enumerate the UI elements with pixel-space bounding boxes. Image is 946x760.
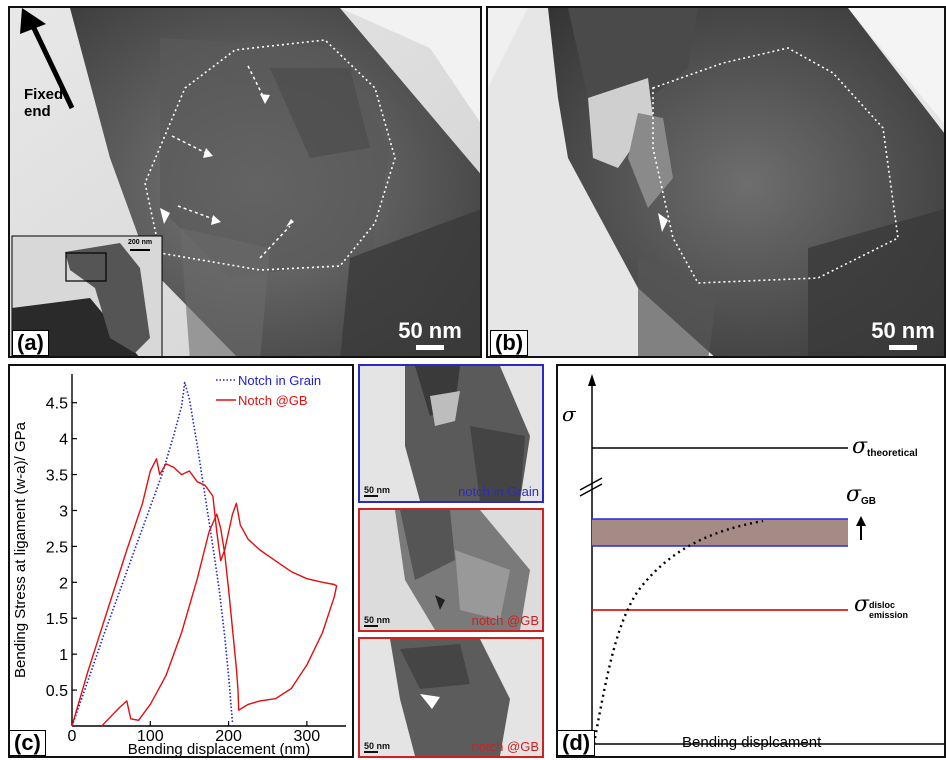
schematic-y-arrow bbox=[588, 374, 596, 386]
sigma-theoretical-label: σtheoretical bbox=[852, 434, 918, 459]
x-axis-label: Bending displacement (nm) bbox=[128, 741, 311, 756]
panel-c-label: (c) bbox=[10, 730, 46, 756]
inset-3-caption: notch @GB bbox=[471, 739, 539, 754]
inset-notch-in-grain: 50 nm notch in Grain bbox=[358, 364, 544, 503]
inset-1-caption: notch in Grain bbox=[458, 484, 539, 499]
sigma-gb-label: σGB bbox=[846, 482, 877, 507]
panel-a-micrograph bbox=[10, 8, 480, 356]
x-tick-label: 300 bbox=[294, 728, 321, 745]
x-tick-label: 100 bbox=[137, 728, 164, 745]
schematic-x-label: Bending displcament bbox=[682, 734, 822, 751]
inset-2-caption: notch @GB bbox=[471, 613, 539, 628]
inset-1-micrograph bbox=[360, 366, 542, 501]
schematic-y-symbol: σ bbox=[562, 402, 576, 426]
y-tick-label: 4.5 bbox=[46, 396, 68, 413]
y-tick-label: 4 bbox=[59, 432, 68, 449]
x-tick-label: 0 bbox=[68, 728, 77, 745]
x-tick-label: 200 bbox=[215, 728, 242, 745]
y-tick-label: 1 bbox=[59, 647, 68, 664]
panel-a-label: (a) bbox=[12, 330, 49, 356]
y-axis-label: Bending Stress at ligament (w-a)/ GPa bbox=[12, 421, 29, 678]
y-tick-label: 3.5 bbox=[46, 468, 68, 485]
y-tick-label: 2 bbox=[59, 575, 68, 592]
y-tick-label: 0.5 bbox=[46, 683, 68, 700]
panel-d-label: (d) bbox=[558, 730, 596, 756]
y-tick-label: 3 bbox=[59, 503, 68, 520]
schematic-diagram bbox=[579, 374, 944, 745]
inset-3-micrograph bbox=[360, 639, 542, 756]
panel-b-scale-bar: 50 nm bbox=[868, 318, 938, 350]
panel-c-chart-panel: 0.5 1 1.5 2 2.5 3 3.5 4 4.5 0 100 200 300 Bending dis… bbox=[8, 364, 354, 758]
panel-a-scale-bar: 50 nm bbox=[395, 318, 465, 350]
inset-scale-label: 200 nm bbox=[128, 239, 153, 246]
inset-3-scale: 50 nm bbox=[364, 741, 391, 753]
legend-label-1: Notch @GB bbox=[238, 393, 308, 408]
stress-curve bbox=[592, 519, 764, 745]
series-line-1 bbox=[71, 458, 338, 727]
panel-a-tem-image: Fixed end 200 nm (a) 50 nm bbox=[8, 6, 482, 358]
gb-band bbox=[592, 519, 848, 546]
series-line-0 bbox=[71, 381, 234, 727]
inset-1-scale: 50 nm bbox=[364, 485, 391, 497]
inset-notch-at-gb-1: 50 nm notch @GB bbox=[358, 508, 544, 632]
legend-label-0: Notch in Grain bbox=[238, 373, 321, 388]
inset-notch-at-gb-2: 50 nm notch @GB bbox=[358, 637, 544, 758]
panel-d-schematic: σ σtheoretical σGB σ disloc emission Ben… bbox=[556, 364, 946, 758]
sigma-disloc-label: σ disloc emission bbox=[854, 592, 909, 620]
fixed-end-label: Fixed end bbox=[24, 86, 64, 120]
y-tick-label: 2.5 bbox=[46, 539, 68, 556]
inset-2-micrograph bbox=[360, 510, 542, 630]
inset-2-scale: 50 nm bbox=[364, 615, 391, 627]
y-tick-label: 1.5 bbox=[46, 611, 68, 628]
panel-b-label: (b) bbox=[490, 330, 529, 356]
panel-b-micrograph bbox=[488, 8, 944, 356]
panel-b-tem-image: (b) 50 nm bbox=[486, 6, 946, 358]
